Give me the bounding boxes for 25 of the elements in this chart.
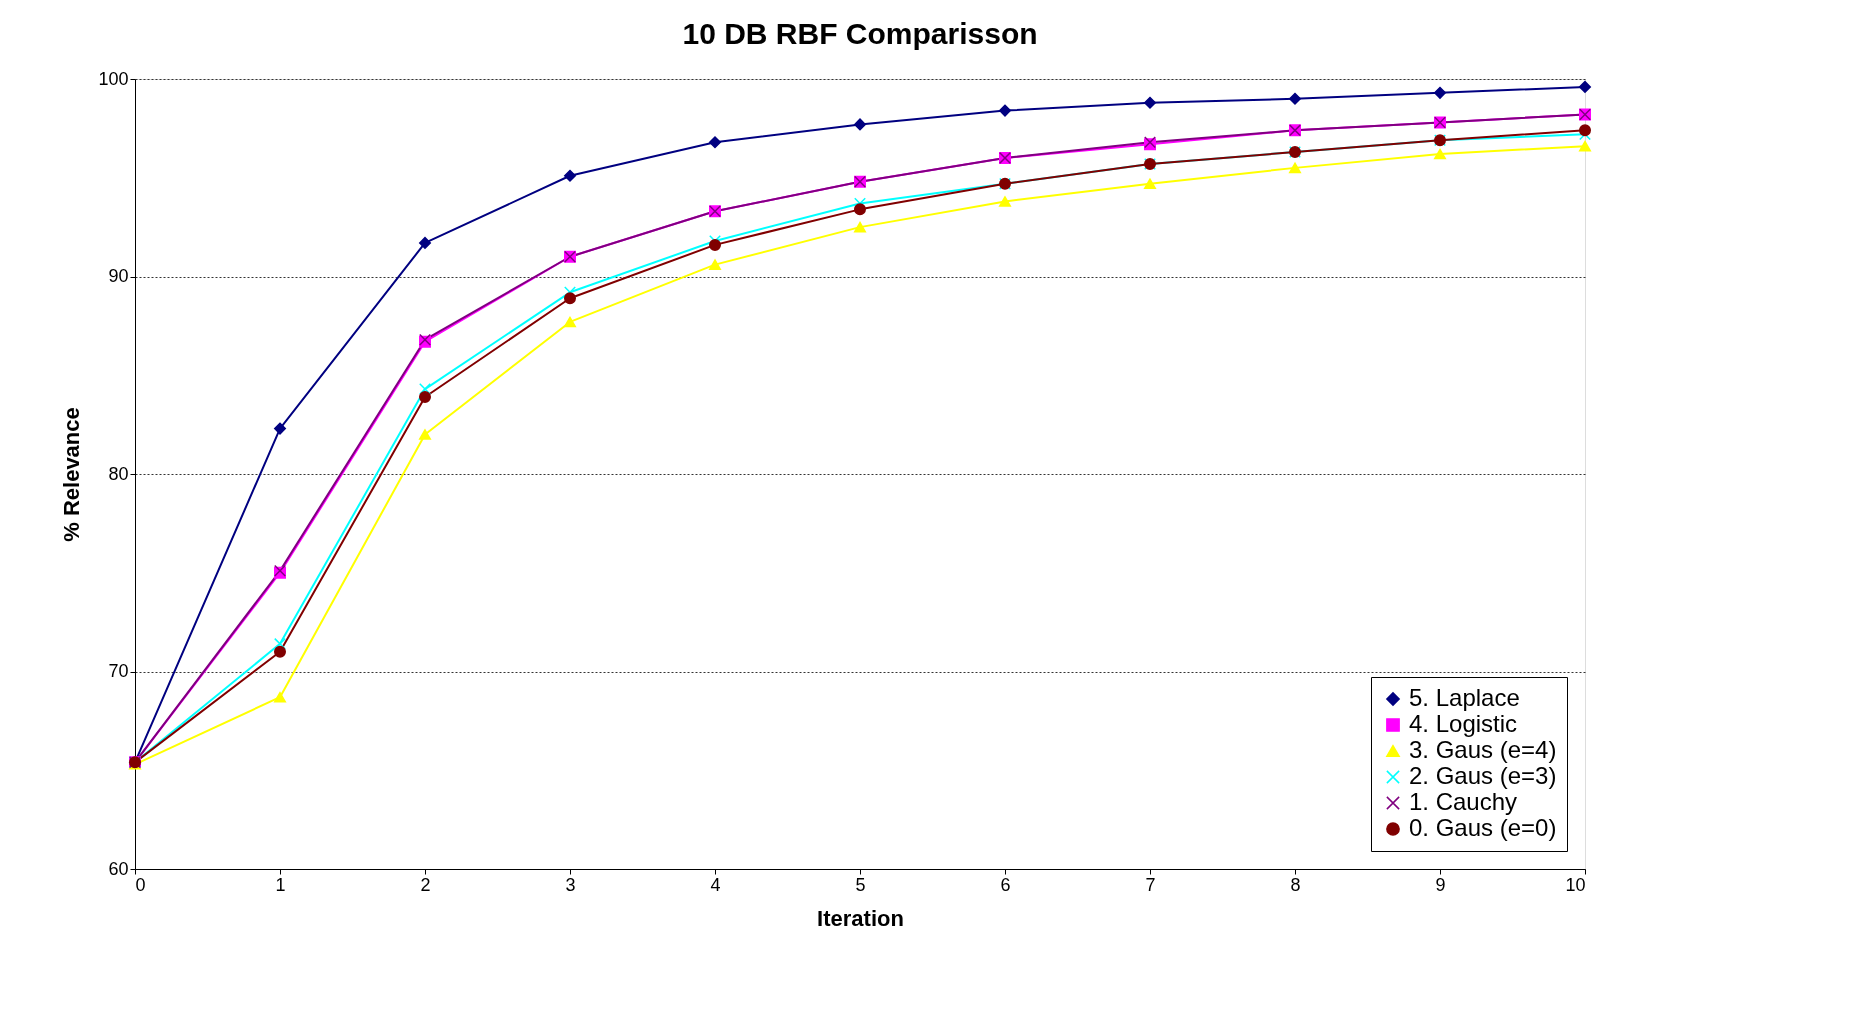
- legend-label: 2. Gaus (e=3): [1409, 762, 1557, 789]
- x-tick-label: 2: [420, 874, 431, 895]
- legend-label: 3. Gaus (e=4): [1409, 736, 1557, 763]
- y-axis-title: % Relevance: [59, 407, 85, 542]
- x-tick-label: 4: [710, 874, 721, 895]
- x-tick-label: 3: [565, 874, 576, 895]
- x-tick-label: 1: [275, 874, 286, 895]
- legend-label: 4. Logistic: [1409, 710, 1518, 737]
- legend-label: 1. Cauchy: [1409, 788, 1518, 815]
- y-tick-label: 70: [108, 661, 129, 681]
- x-tick-label: 8: [1290, 874, 1301, 895]
- legend-label: 0. Gaus (e=0): [1409, 814, 1557, 841]
- chart-title: 10 DB RBF Comparisson: [682, 17, 1038, 50]
- y-tick-label: 90: [108, 266, 129, 286]
- y-tick-label: 100: [98, 68, 129, 89]
- y-tick-label: 60: [108, 858, 129, 879]
- x-tick-label: 9: [1435, 874, 1446, 895]
- x-axis-title: Iteration: [817, 905, 904, 931]
- x-tick-label: 7: [1145, 874, 1156, 895]
- x-tick-label: 10: [1565, 874, 1586, 895]
- legend-label: 5. Laplace: [1409, 684, 1520, 711]
- x-tick-label: 5: [855, 874, 866, 895]
- x-tick-label: 6: [1000, 874, 1011, 895]
- y-tick-label: 80: [108, 463, 129, 484]
- x-tick-label: 0: [135, 874, 146, 895]
